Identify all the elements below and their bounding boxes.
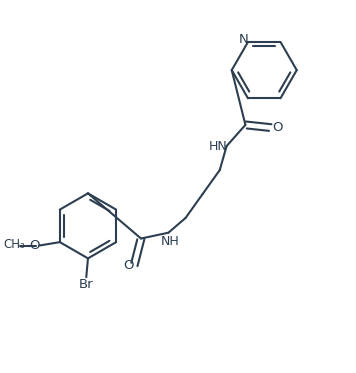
Text: O: O xyxy=(123,259,133,272)
Text: HN: HN xyxy=(208,140,227,153)
Text: O: O xyxy=(272,121,283,134)
Text: NH: NH xyxy=(161,235,180,248)
Text: CH₃: CH₃ xyxy=(4,238,25,251)
Text: Br: Br xyxy=(79,278,94,291)
Text: N: N xyxy=(239,33,248,46)
Text: O: O xyxy=(29,239,40,252)
